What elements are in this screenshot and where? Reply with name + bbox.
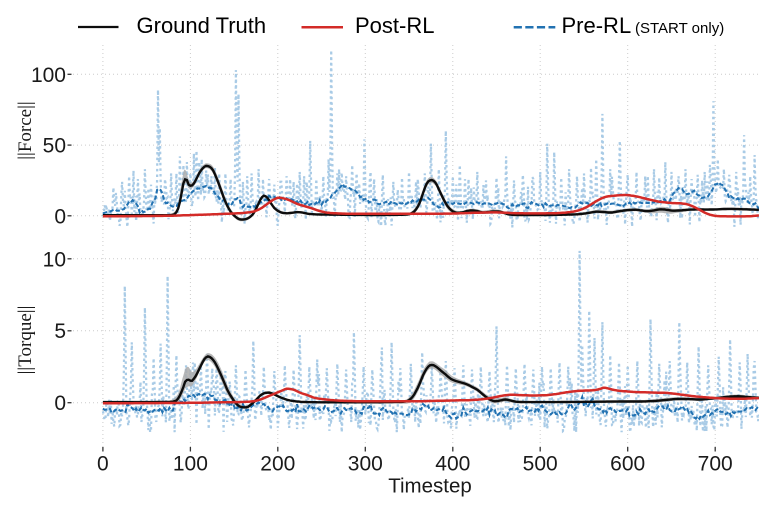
svg-text:Timestep: Timestep xyxy=(388,475,472,498)
svg-text:(START only): (START only) xyxy=(635,20,724,37)
svg-text:Ground Truth: Ground Truth xyxy=(137,13,267,38)
svg-text:Pre-RL: Pre-RL xyxy=(562,13,632,38)
svg-text:700: 700 xyxy=(698,453,733,476)
svg-text:100: 100 xyxy=(173,453,208,476)
svg-text:5: 5 xyxy=(54,320,66,343)
svg-text:500: 500 xyxy=(523,453,558,476)
svg-text:200: 200 xyxy=(260,453,295,476)
svg-text:0: 0 xyxy=(54,205,66,228)
svg-text:100: 100 xyxy=(31,64,66,87)
svg-text:Post-RL: Post-RL xyxy=(355,13,434,38)
svg-text:300: 300 xyxy=(348,453,383,476)
svg-text:||Torque||: ||Torque|| xyxy=(15,306,36,375)
svg-text:10: 10 xyxy=(43,248,66,271)
svg-text:0: 0 xyxy=(97,453,109,476)
svg-text:600: 600 xyxy=(610,453,645,476)
svg-text:50: 50 xyxy=(43,135,66,158)
svg-text:0: 0 xyxy=(54,392,66,415)
svg-text:400: 400 xyxy=(435,453,470,476)
svg-text:||Force||: ||Force|| xyxy=(15,101,36,159)
